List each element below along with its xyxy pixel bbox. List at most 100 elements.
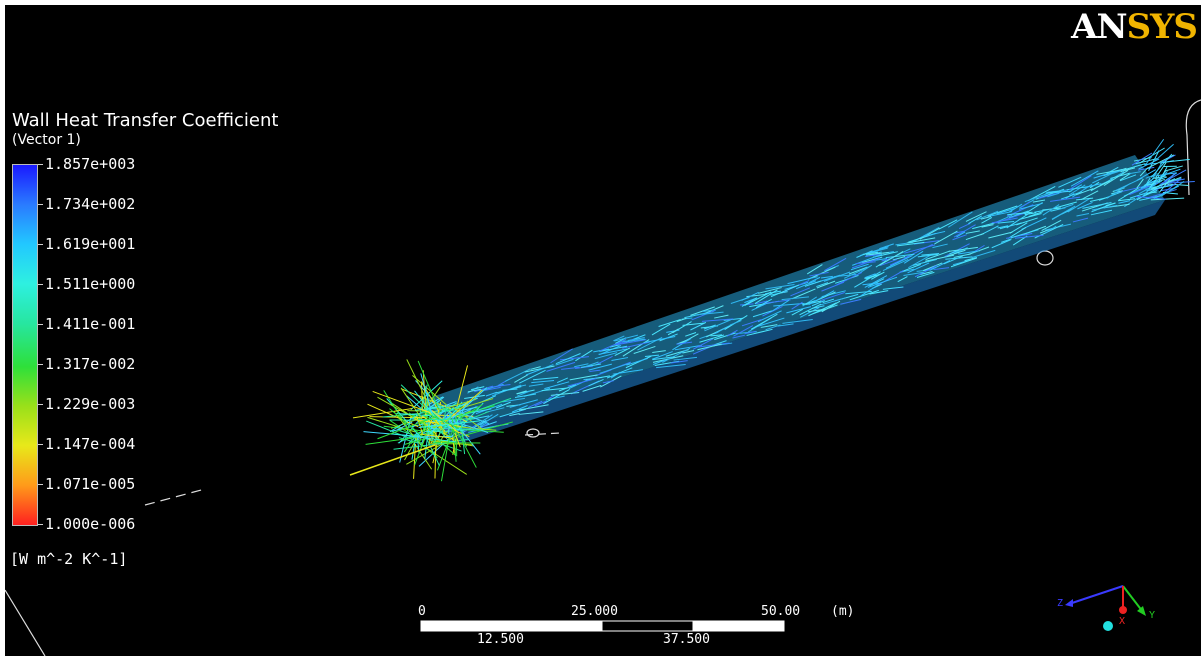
vector-arrow [714,332,736,341]
vector-arrow [1077,201,1093,210]
vector-arrow [903,250,924,264]
vector-arrow [757,287,782,294]
vector-arrow [816,282,829,288]
vector-arrow [467,388,482,393]
vector-arrow [697,343,722,351]
vector-arrow [1135,195,1167,200]
vector-arrow [633,345,656,355]
vector-arrow [723,317,744,321]
vector-arrow [809,271,829,277]
vector-arrow [849,289,879,301]
vector-arrow [1117,198,1136,202]
vector-arrow [862,282,879,286]
vector-arrow [1072,217,1089,223]
vector-arrow [644,354,660,358]
geometry-outlines [5,99,1201,656]
vector-arrow [972,222,995,230]
vector-arrow [755,317,785,328]
vector-arrow [786,306,812,314]
vector-arrow [541,387,568,392]
vector-arrow [885,253,915,259]
vector-arrow [1131,152,1153,166]
vector-arrow [425,386,441,409]
vector-arrow [824,257,847,272]
vector-arrow [988,231,1013,239]
vector-arrow [1050,196,1081,202]
vector-arrow [1080,190,1099,201]
vector-arrow [919,270,933,276]
triad-x-dot [1119,606,1127,614]
vector-arrow [652,359,667,365]
vector-arrow [862,251,879,255]
vector-arrow [1028,211,1044,218]
vector-arrow [1009,222,1028,234]
vector-arrow [479,383,504,392]
vector-arrow [903,271,924,277]
vector-arrow [811,300,825,307]
vector-arrow [606,373,619,379]
vector-arrow [386,398,422,439]
vector-arrow [878,251,904,266]
vector-arrow [456,428,483,431]
vector-arrow [741,297,758,307]
vector-arrow [848,266,868,275]
vector-arrow [1136,178,1144,189]
vector-arrow [934,230,958,245]
vector-arrow [609,344,620,348]
legend-label: 1.857e+003 [45,155,136,173]
legend-label: 1.317e-002 [45,355,136,373]
beam-side-face [445,200,1165,445]
vector-arrow [947,211,973,228]
vector-arrow [925,254,955,262]
vector-arrow [808,290,835,306]
vector-arrow [850,263,869,271]
vector-arrow [805,300,822,306]
vector-arrow [1007,226,1027,239]
vector-arrow [981,216,993,224]
vector-arrow [1103,169,1129,187]
vector-arrow [448,410,451,434]
vector-arrow [869,278,885,287]
vector-arrow [916,271,935,278]
vector-arrow [1008,203,1023,213]
vector-arrow [968,215,982,225]
triad-x-label: X [1119,616,1125,627]
vector-arrow [781,296,809,301]
vector-arrow [922,262,943,272]
vector-arrow [1060,191,1083,200]
vector-arrow [518,404,549,411]
vector-arrow [406,434,459,465]
vector-arrow [666,329,680,333]
vector-arrow [897,276,908,283]
vector-arrow [584,361,599,368]
vector-arrow [459,411,490,425]
vector-arrow [866,251,889,256]
vector-arrow [674,344,703,351]
left-boundary-outline [5,589,46,656]
vector-arrow [527,400,543,409]
vector-arrow [514,374,529,383]
vector-arrow [546,361,576,372]
vector-arrow [816,280,836,289]
vector-arrow [808,266,836,280]
vector-arrow [420,433,450,439]
render-canvas[interactable]: ANSYS Wall Heat Transfer Coefficient (Ve… [5,5,1201,656]
vector-arrow [777,323,794,327]
vector-arrow [426,438,440,466]
vector-arrow [509,413,520,417]
vector-arrow [845,290,872,295]
vector-arrow [790,287,811,297]
vector-arrow [987,211,1013,217]
vector-arrow [685,332,697,337]
vector-arrow [1091,204,1118,211]
vector-arrow [1006,211,1031,229]
vector-arrow [1068,184,1086,196]
vector-arrow [755,298,773,309]
vector-arrow [352,407,413,419]
vector-arrow [1154,162,1167,180]
axis-triad[interactable]: Z X Y [1051,576,1161,636]
vector-arrow [917,253,938,258]
vector-arrow [589,369,601,372]
vector-arrow [965,230,980,234]
